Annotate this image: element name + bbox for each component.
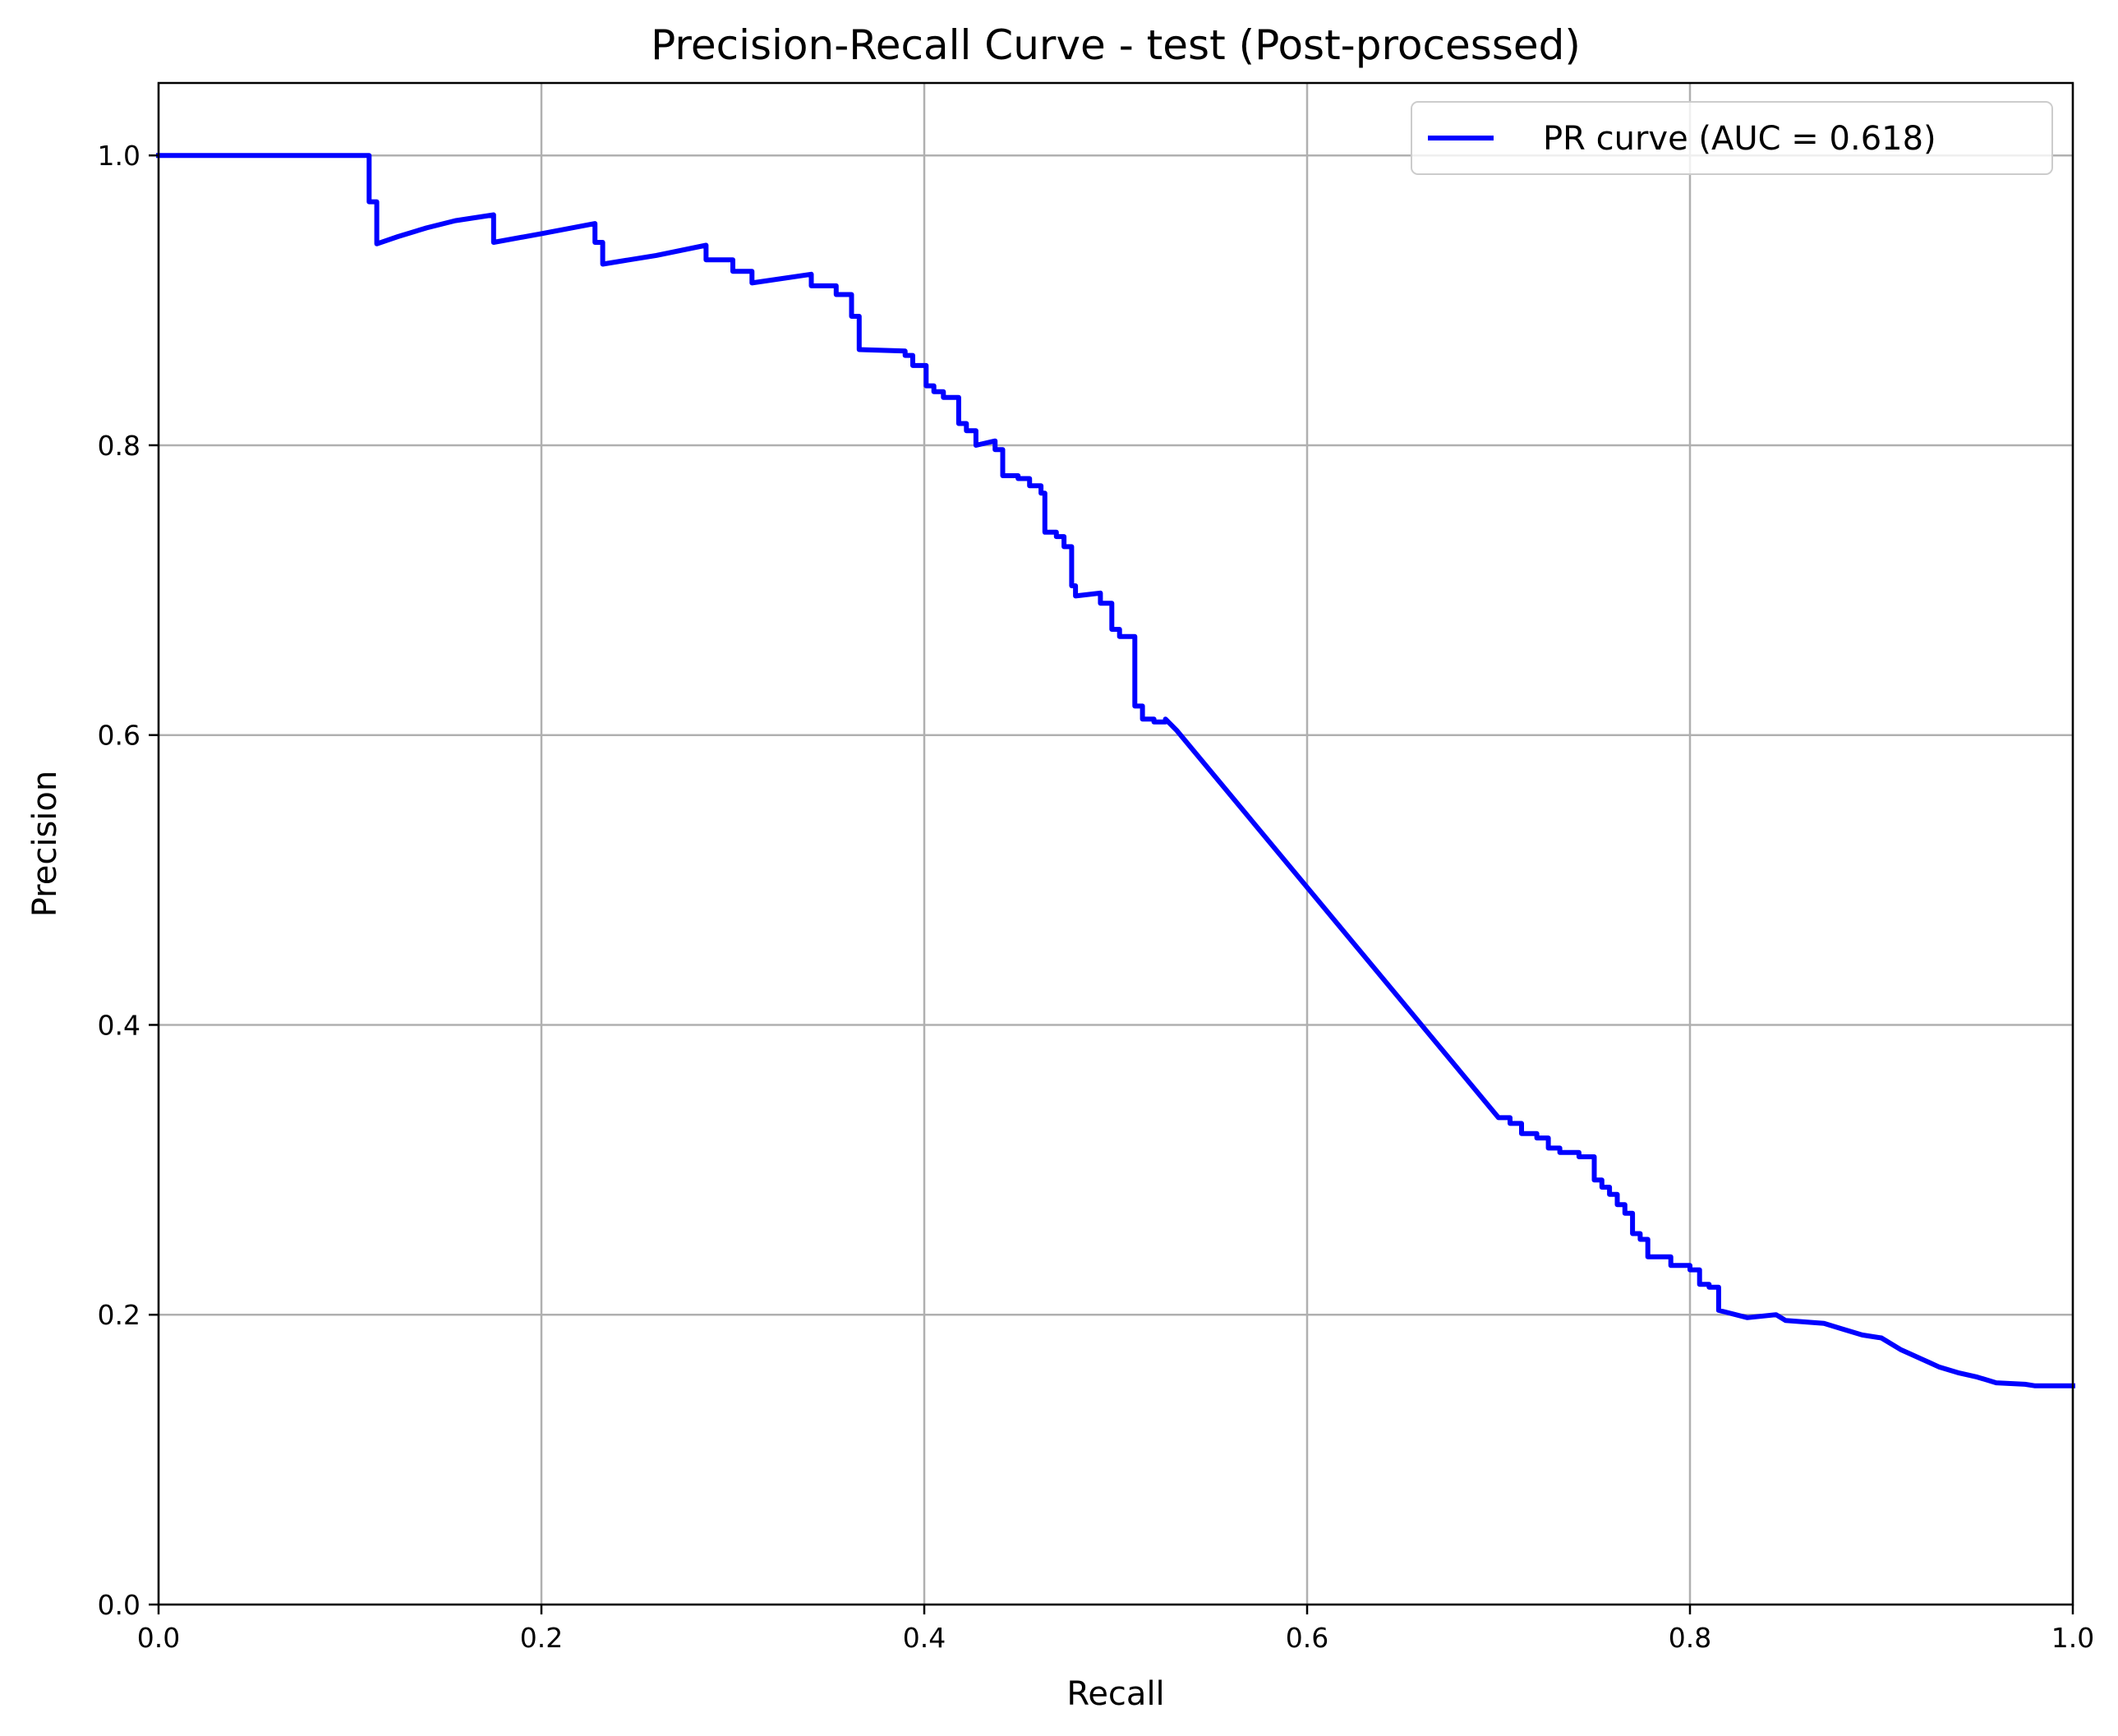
grid (157, 83, 2074, 1606)
y-tick-label: 0.4 (98, 1009, 140, 1041)
legend-label: PR curve (AUC = 0.618) (1543, 120, 1936, 158)
y-tick-label: 1.0 (98, 140, 140, 172)
y-tick-label: 0.2 (98, 1299, 140, 1331)
y-tick-label: 0.0 (98, 1589, 140, 1621)
legend-box (1411, 101, 2053, 175)
x-tick-label: 0.2 (520, 1622, 563, 1654)
plot-area (159, 83, 2073, 1605)
plot-frame (157, 81, 2074, 1606)
x-tick-label: 0.4 (903, 1622, 946, 1654)
legend: PR curve (AUC = 0.618) (1411, 101, 2053, 175)
y-axis-label: Precision (26, 771, 64, 917)
chart-title: Precision-Recall Curve - test (Post-proc… (651, 21, 1581, 69)
x-tick-label: 0.0 (137, 1622, 180, 1654)
x-tick-label: 0.8 (1669, 1622, 1711, 1654)
y-tick-label: 0.6 (98, 720, 140, 752)
ticks: 0.0 0.2 0.4 0.6 0.8 1.0 0.0 0.2 0.4 0.6 0.8 1.0 (98, 140, 2095, 1654)
x-tick-label: 0.6 (1286, 1622, 1328, 1654)
x-axis-label: Recall (1066, 1675, 1164, 1713)
pr-curve-line (156, 153, 2075, 1388)
x-tick-label: 1.0 (2051, 1622, 2094, 1654)
y-tick-label: 0.8 (98, 430, 140, 462)
series-layer (156, 153, 2075, 1388)
